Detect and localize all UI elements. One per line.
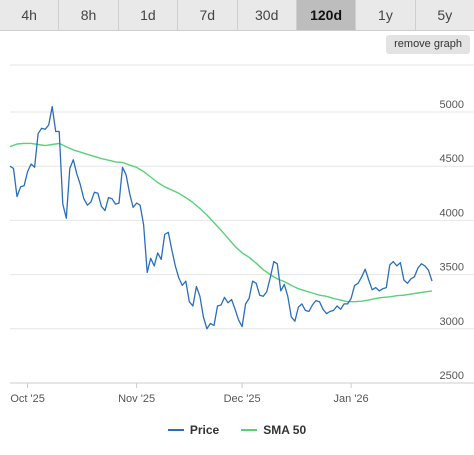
y-axis-ticks: 2500 3000 3500 4000 4500 5000 [440, 99, 464, 382]
legend-swatch-price [167, 429, 184, 431]
price-chart: 2500 3000 3500 4000 4500 5000 Oct '25 Nov '25 D… [9, 64, 474, 405]
tab-7d[interactable]: 7d [178, 0, 238, 30]
y-tick-label: 4000 [440, 207, 464, 219]
tab-8h[interactable]: 8h [59, 0, 119, 30]
tab-1d[interactable]: 1d [118, 0, 179, 30]
time-range-tabs: 4h 8h 1d 7d 30d 120d 1y 5y [0, 0, 474, 31]
legend-swatch-sma-50 [241, 429, 258, 431]
tab-4h[interactable]: 4h [0, 0, 60, 30]
y-tick-label: 2500 [440, 370, 464, 382]
remove-graph-button[interactable]: remove graph [386, 35, 470, 54]
tab-5y[interactable]: 5y [415, 0, 474, 30]
y-tick-label: 4500 [440, 153, 464, 165]
series [9, 105, 433, 330]
x-tick-label: Dec '25 [224, 393, 261, 405]
series-line-sma-50 [9, 142, 433, 303]
x-tick-label: Nov '25 [118, 393, 155, 405]
x-tick-label: Oct '25 [10, 393, 45, 405]
tab-30d[interactable]: 30d [237, 0, 297, 30]
x-axis-ticks: Oct '25 Nov '25 Dec '25 Jan '26 [10, 383, 369, 405]
grid [10, 64, 474, 384]
legend-label-sma-50: SMA 50 [263, 423, 307, 437]
series-line-price [9, 105, 433, 330]
legend-item-sma-50[interactable]: SMA 50 [241, 423, 306, 437]
legend: Price SMA 50 [0, 421, 474, 439]
tab-1y[interactable]: 1y [356, 0, 416, 30]
x-tick-label: Jan '26 [334, 393, 369, 405]
y-tick-label: 3500 [440, 262, 464, 274]
y-tick-label: 5000 [440, 99, 464, 111]
legend-item-price[interactable]: Price [167, 423, 220, 437]
y-tick-label: 3000 [440, 316, 464, 328]
legend-label-price: Price [189, 423, 220, 437]
tab-120d[interactable]: 120d [296, 0, 357, 30]
